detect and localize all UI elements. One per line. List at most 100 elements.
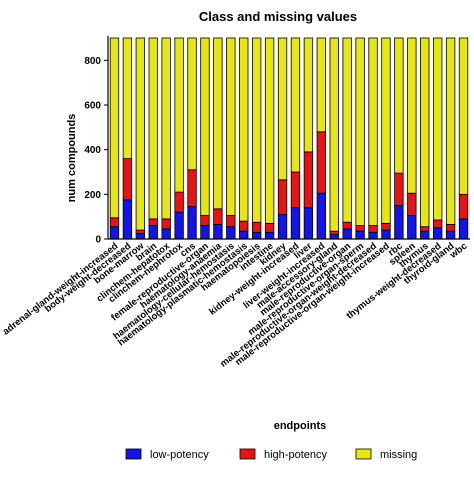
bar-segment-missing [109, 37, 120, 219]
bar-segment-missing [252, 37, 262, 223]
legend-swatch [125, 448, 142, 460]
bar-segment-high-potency [420, 226, 430, 232]
bar-segment-low-potency [290, 207, 301, 240]
y-tick-label: 400 [84, 145, 101, 156]
bar-segment-low-potency [303, 207, 314, 240]
bar-segment-missing [213, 37, 223, 210]
y-tick-label: 0 [95, 235, 101, 246]
bar-stack [200, 37, 210, 240]
chart-title: Class and missing values [199, 9, 357, 24]
bar-segment-high-potency [252, 221, 262, 233]
bar-segment-missing [394, 37, 404, 174]
bar-segment-missing [135, 37, 145, 231]
bar-segment-missing [458, 37, 469, 195]
bar-segment-low-potency [445, 230, 456, 240]
bar-segment-missing [368, 37, 378, 227]
bar-stack [407, 37, 417, 240]
bar-segment-high-potency [277, 179, 288, 215]
bar-segment-high-potency [303, 151, 314, 209]
legend-item-low-potency: low-potency [125, 448, 209, 461]
bar-segment-high-potency [342, 221, 352, 230]
bar-segment-high-potency [290, 171, 301, 209]
legend-item-missing: missing [355, 448, 417, 461]
bar-segment-low-potency [407, 215, 417, 240]
bar-segment-high-potency [433, 219, 443, 229]
bar-segment-high-potency [381, 222, 391, 231]
bar-segment-missing [226, 37, 236, 216]
bar-segment-low-potency [174, 211, 184, 240]
bar-segment-missing [355, 37, 365, 227]
bar-segment-low-potency [109, 226, 120, 240]
bar-stack [420, 37, 430, 240]
bar-segment-missing [381, 37, 391, 224]
bar-stack [109, 37, 120, 240]
legend-label: missing [380, 449, 417, 461]
bar-segment-low-potency [329, 234, 339, 240]
bar-segment-high-potency [122, 158, 133, 201]
bar-segment-high-potency [148, 218, 158, 226]
bar-stack [174, 37, 184, 240]
bar-stack [239, 37, 249, 240]
bar-segment-low-potency [187, 206, 197, 240]
bar-stack [187, 37, 197, 240]
bar-stack [381, 37, 391, 240]
bar-segment-missing [433, 37, 443, 221]
bar-segment-missing [407, 37, 417, 194]
bar-segment-low-potency [213, 224, 223, 240]
bar-segment-high-potency [368, 225, 378, 233]
bar-stack [342, 37, 352, 240]
bar-segment-low-potency [458, 218, 469, 240]
bar-segment-high-potency [445, 224, 456, 232]
bar-stack [148, 37, 158, 240]
bar-segment-low-potency [433, 227, 443, 240]
bar-segment-high-potency [329, 230, 339, 235]
bar-segment-low-potency [226, 226, 236, 240]
y-axis-label: num compounds [66, 114, 78, 203]
bar-segment-high-potency [316, 131, 326, 194]
bar-segment-high-potency [187, 169, 197, 208]
bar-segment-low-potency [122, 199, 133, 240]
bar-stack [226, 37, 236, 240]
bar-segment-low-potency [277, 214, 288, 240]
y-tick-label: 800 [84, 56, 101, 67]
bar-segment-low-potency [342, 228, 352, 240]
bar-stack [277, 37, 288, 240]
bar-segment-missing [174, 37, 184, 193]
bar-stack [445, 37, 456, 240]
bar-segment-low-potency [252, 231, 262, 240]
bar-segment-missing [420, 37, 430, 228]
bar-stack [368, 37, 378, 240]
bar-segment-missing [316, 37, 326, 133]
bar-segment-high-potency [226, 215, 236, 228]
x-axis-label: endpoints [274, 420, 327, 432]
bar-stack [394, 37, 404, 240]
y-tick-label: 200 [84, 190, 101, 201]
bar-segment-missing [239, 37, 249, 222]
bar-stack [355, 37, 365, 240]
bar-stack [122, 37, 133, 240]
bar-segment-low-potency [381, 229, 391, 240]
bar-stack [329, 37, 339, 240]
bars-layer [109, 37, 469, 240]
legend-swatch [239, 448, 256, 460]
bar-segment-missing [445, 37, 456, 225]
bar-segment-high-potency [355, 225, 365, 232]
bar-segment-low-potency [200, 225, 210, 240]
bar-segment-missing [161, 37, 171, 220]
bar-stack [252, 37, 262, 240]
bar-segment-low-potency [135, 233, 145, 240]
bar-segment-high-potency [109, 217, 120, 228]
bar-segment-high-potency [200, 215, 210, 227]
bar-segment-high-potency [161, 218, 171, 230]
bar-segment-missing [264, 37, 275, 224]
bar-segment-missing [303, 37, 314, 153]
legend-label: high-potency [264, 449, 327, 461]
bar-segment-missing [329, 37, 339, 232]
bar-stack [161, 37, 171, 240]
bar-segment-high-potency [135, 229, 145, 234]
bar-stack [316, 37, 326, 240]
bar-stack [303, 37, 314, 240]
bar-segment-missing [187, 37, 197, 171]
y-tick-label: 600 [84, 101, 101, 112]
